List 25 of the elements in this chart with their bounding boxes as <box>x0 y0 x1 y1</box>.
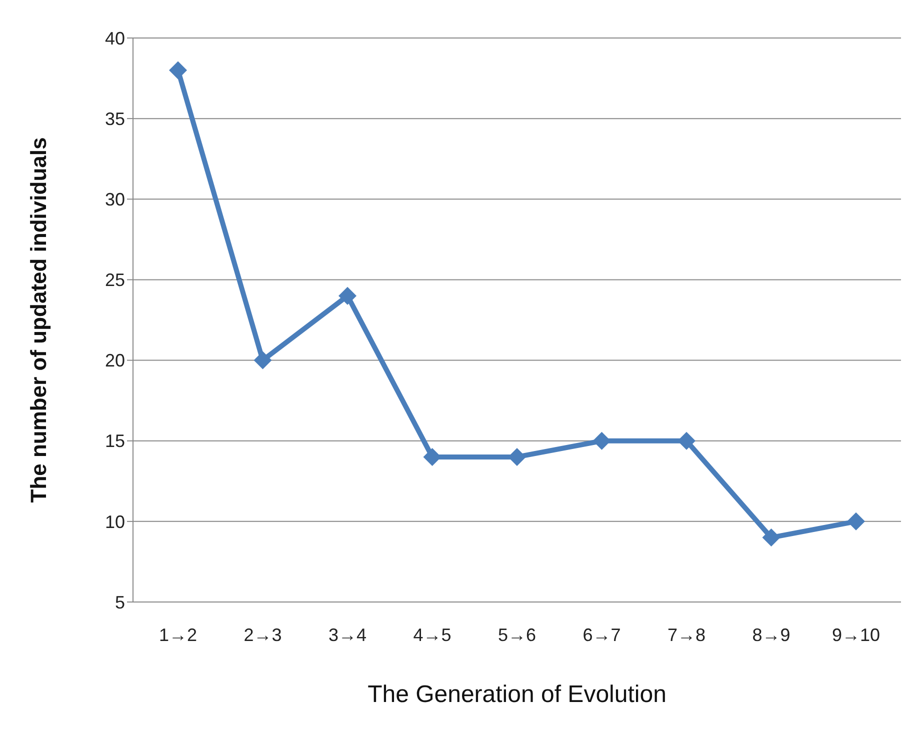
point <box>254 351 272 370</box>
y-tick-label: 10 <box>104 512 125 532</box>
x-tick-label: 2→3 <box>244 624 282 645</box>
y-axis-title: The number of updated individuals <box>26 137 51 503</box>
x-tick-label: 7→8 <box>667 624 706 645</box>
y-tick-label: 30 <box>104 190 125 210</box>
y-tick-label: 35 <box>104 108 125 129</box>
y-tick-label: 40 <box>104 28 125 48</box>
x-tick-label: 8→9 <box>752 624 790 645</box>
x-tick-label: 5→6 <box>498 624 536 645</box>
y-tick-label: 15 <box>104 431 125 452</box>
x-tick-label: 4→5 <box>413 624 452 645</box>
x-axis-title: The Generation of Evolution <box>368 681 666 708</box>
x-tick-label: 3→4 <box>328 624 367 645</box>
x-tick-label: 1→2 <box>158 624 198 645</box>
point <box>847 512 865 530</box>
point <box>762 528 780 547</box>
x-tick-label: 9→10 <box>832 624 880 645</box>
point <box>338 286 356 305</box>
y-tick-label: 5 <box>114 592 125 612</box>
y-tick-label: 25 <box>104 270 125 290</box>
point <box>678 432 696 450</box>
point <box>169 61 187 80</box>
y-tick-label: 20 <box>104 350 125 371</box>
x-tick-label: 6→7 <box>582 624 621 645</box>
